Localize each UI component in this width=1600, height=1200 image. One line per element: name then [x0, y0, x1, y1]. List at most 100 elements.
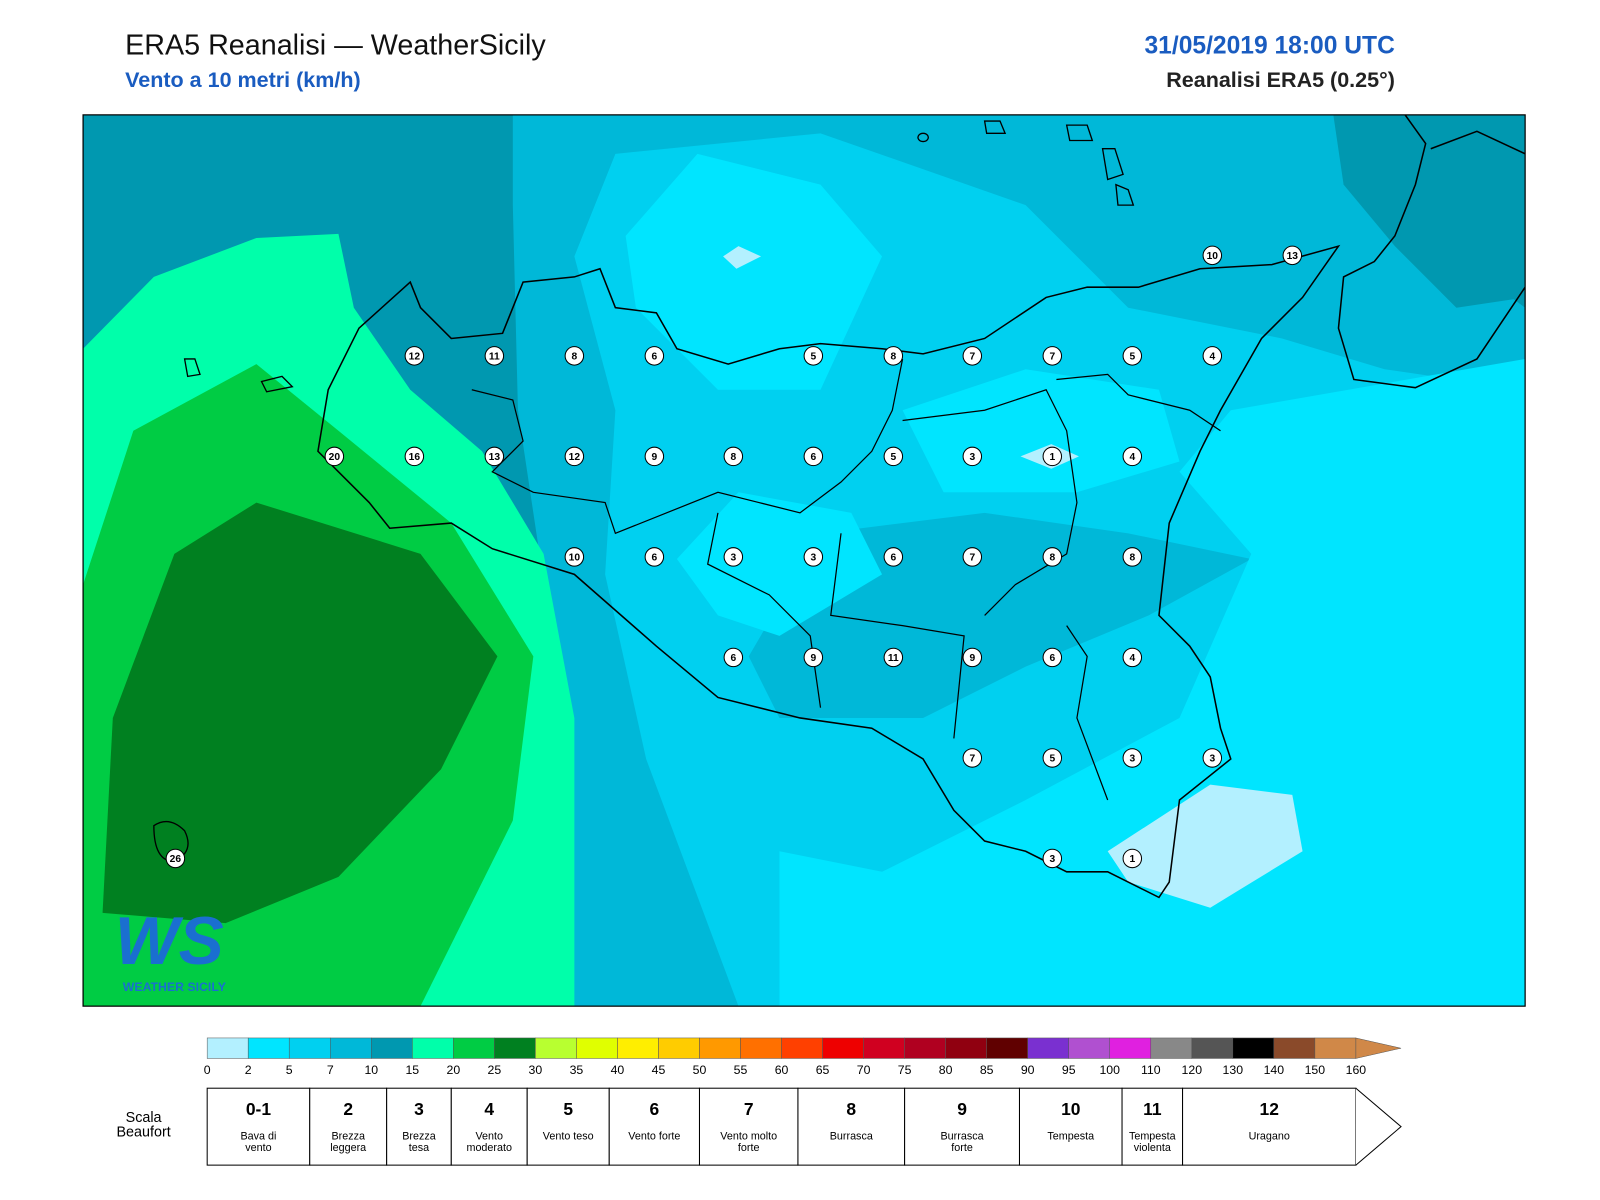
colorbar-segment	[288, 1037, 331, 1059]
beaufort-description: Brezza leggera	[330, 1131, 367, 1154]
beaufort-description: Tempesta	[1047, 1131, 1095, 1143]
station-marker	[1202, 245, 1223, 266]
colorbar-segment	[453, 1037, 495, 1059]
colorbar-tick-label: 55	[734, 1063, 748, 1077]
beaufort-description-box: Brezza leggera	[330, 1131, 367, 1154]
station-value: 4	[1129, 452, 1135, 463]
station-marker	[723, 446, 744, 467]
colorbar-tick-label: 10	[364, 1063, 378, 1077]
beaufort-cell	[1018, 1087, 1123, 1166]
station-marker	[1122, 346, 1143, 366]
beaufort-description-box: Brezza tesa	[402, 1131, 436, 1154]
colorbar-segment	[1027, 1037, 1069, 1059]
station-value: 4	[1129, 653, 1135, 664]
beaufort-description-box: Burrasca	[829, 1131, 873, 1143]
beaufort-force: 11	[1143, 1099, 1162, 1119]
logo-name: WEATHER SICILY	[123, 980, 226, 994]
province-border	[471, 358, 904, 535]
station-value: 1	[1129, 854, 1135, 865]
colorbar-segment	[412, 1037, 454, 1059]
colorbar-segment	[1068, 1037, 1110, 1059]
colorbar-segment	[945, 1037, 987, 1059]
beaufort-label: Scala Beaufort	[116, 1109, 171, 1140]
station-marker	[564, 446, 585, 467]
station-value: 5	[890, 452, 896, 463]
station-value: 3	[730, 553, 736, 564]
station-marker	[644, 446, 665, 467]
beaufort-cell	[206, 1087, 311, 1166]
station-value: 5	[1049, 754, 1055, 765]
station-value: 8	[1129, 553, 1135, 564]
station-value: 9	[810, 653, 816, 664]
station-marker	[962, 748, 983, 768]
station-value: 7	[969, 351, 975, 362]
station-marker	[962, 446, 983, 467]
colorbar-tick-label: 160	[1346, 1063, 1367, 1077]
beaufort-cell	[450, 1087, 528, 1166]
beaufort-cell	[904, 1087, 1020, 1166]
beaufort-force: 12	[1260, 1099, 1279, 1119]
station-value: 13	[489, 452, 501, 463]
colorbar-segment	[863, 1037, 905, 1059]
beaufort-description-box: Uragano	[1249, 1131, 1290, 1141]
beaufort-cell	[386, 1087, 452, 1166]
colorbar-tick-label: 130	[1223, 1063, 1244, 1077]
station-marker	[484, 446, 505, 467]
colorbar-segment	[576, 1037, 618, 1059]
colorbar-segment	[1232, 1037, 1275, 1059]
station-marker	[883, 446, 904, 467]
station-value: 8	[572, 351, 578, 362]
beaufort-description-box: Tempesta	[1047, 1131, 1095, 1143]
beaufort-force: 3	[414, 1099, 424, 1119]
colorbar-tick-label: 50	[693, 1063, 707, 1077]
colorbar-tick-label: 5	[286, 1063, 293, 1077]
colorbar: 0 2 5 7 10 15 20 25 30 35 40 45 50 55 60 65 70 75 80 85 90 95…	[204, 1037, 1402, 1077]
beaufort-cell	[309, 1087, 388, 1166]
colorbar-tick-label: 35	[570, 1063, 584, 1077]
station-value: 4	[1209, 351, 1215, 362]
beaufort-force: 8	[846, 1099, 856, 1119]
beaufort-description: Vento teso	[542, 1131, 594, 1143]
station-marker	[484, 346, 505, 366]
colorbar-tick-label: 150	[1305, 1063, 1326, 1077]
beaufort-cell	[797, 1087, 906, 1166]
colorbar-tick-label: 85	[980, 1063, 994, 1077]
beaufort-description: Vento moderato	[466, 1131, 512, 1154]
beaufort-force: 2	[343, 1099, 353, 1119]
station-marker	[564, 547, 585, 567]
station-marker	[1042, 346, 1063, 366]
colorbar-segment	[206, 1037, 249, 1059]
station-marker	[883, 647, 904, 668]
beaufort-force: 4	[484, 1099, 494, 1119]
beaufort-description: Burrasca	[829, 1131, 873, 1143]
beaufort-description-box: Bava di vento	[240, 1131, 276, 1152]
colorbar-tick-label: 30	[529, 1063, 543, 1077]
colorbar-segment	[1273, 1037, 1316, 1059]
station-value: 3	[810, 553, 816, 564]
contour	[1107, 784, 1303, 908]
colorbar-segment	[247, 1037, 290, 1059]
beaufort-cell	[1182, 1087, 1357, 1166]
station-marker	[962, 647, 983, 668]
title: ERA5 Reanalisi — WeatherSicily	[125, 29, 546, 61]
beaufort-description: Brezza tesa	[402, 1131, 436, 1154]
station-marker	[1042, 647, 1063, 668]
beaufort-scale: Scala Beaufort 0-1 Bava di vento 2 Brezza le…	[116, 1087, 1402, 1166]
colorbar-tick-label: 80	[939, 1063, 953, 1077]
colorbar-tick-label: 100	[1099, 1063, 1120, 1077]
colorbar-tick-label: 45	[652, 1063, 666, 1077]
colorbar-segment	[986, 1037, 1028, 1059]
map-frame	[82, 114, 1526, 1007]
contour	[676, 492, 883, 636]
station-value: 3	[1209, 754, 1215, 765]
station-marker	[723, 647, 744, 668]
province-border	[830, 533, 965, 739]
station-value: 8	[890, 351, 896, 362]
station-value: 11	[489, 351, 500, 362]
colorbar-segment	[1109, 1037, 1152, 1059]
station-marker	[1042, 547, 1063, 567]
station-marker	[644, 346, 665, 366]
station-value: 8	[1049, 553, 1055, 564]
station-value: 9	[652, 452, 658, 463]
station-marker	[803, 446, 824, 467]
